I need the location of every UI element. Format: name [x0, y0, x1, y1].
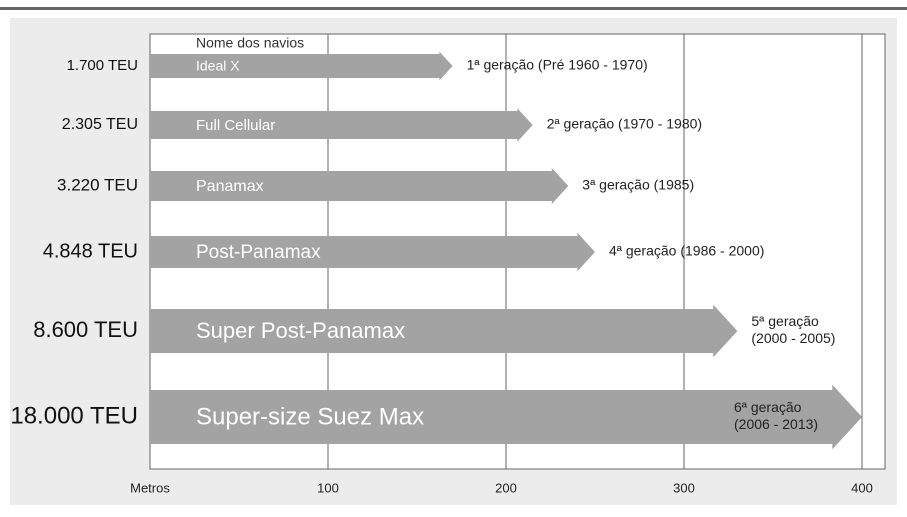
annotation: 5ª geração: [751, 313, 819, 329]
category-label: 4.848 TEU: [43, 240, 138, 262]
annotation: (2006 - 2013): [734, 416, 818, 432]
ship-name: Super Post-Panamax: [196, 318, 405, 343]
ship-name: Post-Panamax: [196, 242, 321, 263]
category-label: 1.700 TEU: [67, 57, 138, 74]
x-tick-label: 100: [317, 480, 339, 495]
arrow-bar: [150, 51, 453, 81]
x-tick-label: 300: [673, 480, 695, 495]
category-label: 2.305 TEU: [62, 116, 138, 133]
category-label: 8.600 TEU: [33, 317, 138, 342]
annotation: 6ª geração: [734, 399, 802, 415]
top-rule: [0, 7, 907, 10]
arrow-bar: [150, 232, 595, 272]
x-tick-label: 200: [495, 480, 517, 495]
x-tick-label: 400: [851, 480, 873, 495]
ship-name: Ideal X: [196, 58, 240, 74]
annotation: (2000 - 2005): [751, 330, 835, 346]
arrow-bar: [150, 384, 862, 450]
annotation: 1ª geração (Pré 1960 - 1970): [467, 57, 648, 73]
arrow-bar: [150, 108, 533, 142]
header: Nome dos navios: [196, 35, 304, 51]
annotation: 3ª geração (1985): [582, 177, 694, 193]
arrow-bar: [150, 304, 738, 358]
annotation: 4ª geração (1986 - 2000): [609, 243, 764, 259]
x-tick-label: Metros: [130, 480, 170, 495]
ship-name: Super-size Suez Max: [196, 403, 424, 430]
ship-name: Panamax: [196, 178, 264, 195]
annotation: 2ª geração (1970 - 1980): [547, 116, 702, 132]
arrow-bar: [150, 168, 569, 204]
category-label: 3.220 TEU: [57, 175, 138, 194]
ship-name: Full Cellular: [196, 117, 275, 134]
category-label: 18.000 TEU: [10, 402, 138, 429]
